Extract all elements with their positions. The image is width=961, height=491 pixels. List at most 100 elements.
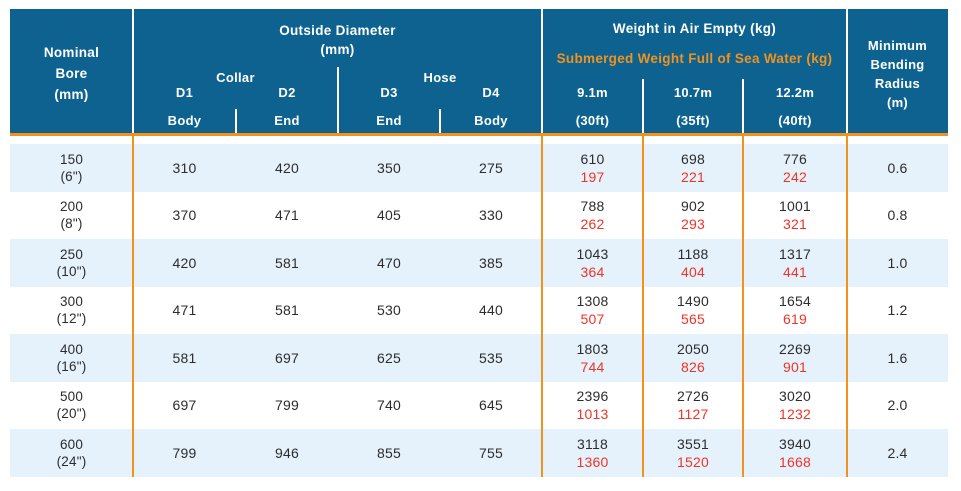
cell-d4: 755	[440, 429, 542, 477]
cell-d2: 581	[236, 287, 338, 335]
d2-value: 946	[275, 444, 299, 461]
d4-value: 645	[479, 397, 503, 414]
bore-value: 600	[59, 436, 84, 452]
header-d1-body: Body	[167, 113, 202, 128]
cell-weight-35ft: 3551 1520	[643, 429, 743, 477]
header-d4-body: Body	[474, 113, 508, 128]
weight-air-value: 698	[681, 150, 705, 167]
weight-submerged-value: 404	[681, 263, 705, 280]
cell-d1: 471	[133, 287, 236, 335]
bore-value: 200	[59, 199, 84, 215]
header-divider	[235, 109, 237, 133]
header-length-35ft: (35ft)	[676, 113, 710, 128]
table-body: 150 (6") 310 420 350 275 610 197 698 221…	[10, 136, 948, 477]
cell-d3: 855	[338, 429, 440, 477]
weight-submerged-value: 1232	[779, 406, 811, 423]
d1-value: 799	[172, 444, 197, 461]
cell-weight-30ft: 1803 744	[542, 334, 643, 382]
header-length-9-1m: 9.1m	[577, 85, 608, 100]
cell-min-bending-radius: 1.0	[847, 239, 948, 287]
cell-weight-30ft: 1308 507	[542, 287, 643, 335]
cell-d3: 350	[338, 144, 440, 192]
d4-value: 275	[479, 159, 503, 176]
cell-d2: 799	[236, 382, 338, 430]
d4-value: 755	[479, 444, 503, 461]
d4-value: 535	[479, 349, 503, 366]
weight-air-value: 1654	[779, 293, 811, 310]
weight-air-value: 776	[783, 150, 807, 167]
header-outside-diameter: Outside Diameter (mm)	[279, 23, 396, 57]
d4-value: 330	[479, 207, 503, 224]
cell-d4: 275	[440, 144, 542, 192]
d1-value: 471	[172, 302, 197, 319]
weight-submerged-value: 1668	[779, 453, 811, 470]
bore-value: 150	[59, 151, 84, 167]
bore-inches: (16")	[56, 358, 87, 374]
hose-specification-table: Nominal Bore (mm) Outside Diameter (mm) …	[10, 9, 948, 477]
bore-value: 300	[59, 294, 84, 310]
d2-value: 420	[275, 159, 299, 176]
cell-weight-40ft: 3020 1232	[743, 382, 847, 430]
header-length-30ft: (30ft)	[575, 113, 610, 128]
cell-weight-35ft: 698 221	[643, 144, 743, 192]
cell-weight-30ft: 3118 1360	[542, 429, 643, 477]
cell-weight-40ft: 1654 619	[743, 287, 847, 335]
weight-air-value: 3020	[779, 388, 811, 405]
header-hose-label: Hose	[423, 70, 457, 85]
radius-value: 1.2	[887, 302, 908, 319]
cell-min-bending-radius: 0.8	[847, 192, 948, 240]
cell-nominal-bore: 300 (12")	[10, 287, 133, 335]
cell-d3: 405	[338, 192, 440, 240]
weight-air-value: 3940	[779, 435, 811, 452]
bore-inches: (6")	[60, 168, 83, 184]
weight-submerged-value: 221	[681, 168, 705, 185]
cell-d3: 740	[338, 382, 440, 430]
weight-air-value: 2050	[677, 340, 709, 357]
d1-value: 697	[172, 397, 197, 414]
bore-inches: (12")	[56, 311, 87, 327]
table-row: 250 (10") 420 581 470 385 1043 364 1188 …	[10, 239, 948, 287]
cell-d1: 420	[133, 239, 236, 287]
d1-value: 370	[172, 207, 197, 224]
weight-air-value: 1001	[779, 198, 811, 215]
header-d3-end: End	[376, 113, 402, 128]
weight-submerged-value: 1013	[576, 406, 609, 423]
weight-submerged-value: 1360	[576, 453, 609, 470]
weight-air-value: 2396	[576, 388, 609, 405]
weight-submerged-value: 507	[580, 311, 605, 328]
cell-min-bending-radius: 0.6	[847, 144, 948, 192]
cell-weight-40ft: 1317 441	[743, 239, 847, 287]
radius-value: 1.0	[887, 254, 908, 271]
cell-nominal-bore: 500 (20")	[10, 382, 133, 430]
cell-weight-40ft: 2269 901	[743, 334, 847, 382]
cell-min-bending-radius: 1.6	[847, 334, 948, 382]
d2-value: 697	[275, 349, 299, 366]
header-divider	[132, 9, 134, 133]
d3-value: 350	[377, 159, 401, 176]
d1-value: 310	[172, 159, 197, 176]
weight-air-value: 1308	[576, 293, 609, 310]
radius-value: 1.6	[887, 349, 908, 366]
cell-weight-35ft: 2050 826	[643, 334, 743, 382]
table-row: 200 (8") 370 471 405 330 788 262 902 293…	[10, 191, 948, 240]
header-length-10-7m: 10.7m	[673, 85, 713, 100]
column-divider-line	[132, 136, 134, 477]
cell-min-bending-radius: 2.4	[847, 429, 948, 477]
cell-d2: 581	[236, 239, 338, 287]
cell-weight-35ft: 1490 565	[643, 287, 743, 335]
bore-value: 400	[59, 341, 84, 357]
weight-air-value: 2269	[779, 340, 811, 357]
cell-nominal-bore: 250 (10")	[10, 239, 133, 287]
table-row: 150 (6") 310 420 350 275 610 197 698 221…	[10, 144, 948, 192]
header-divider	[846, 9, 848, 133]
cell-d2: 697	[236, 334, 338, 382]
cell-d1: 697	[133, 382, 236, 430]
header-d3: D3	[380, 85, 398, 100]
header-d1: D1	[175, 85, 194, 100]
header-divider	[439, 109, 441, 133]
header-collar-label: Collar	[216, 70, 255, 85]
d2-value: 581	[275, 254, 299, 271]
d4-value: 385	[479, 254, 503, 271]
header-weight-in-air: Weight in Air Empty (kg)	[612, 21, 777, 36]
header-submerged-weight: Submerged Weight Full of Sea Water (kg)	[556, 51, 833, 66]
